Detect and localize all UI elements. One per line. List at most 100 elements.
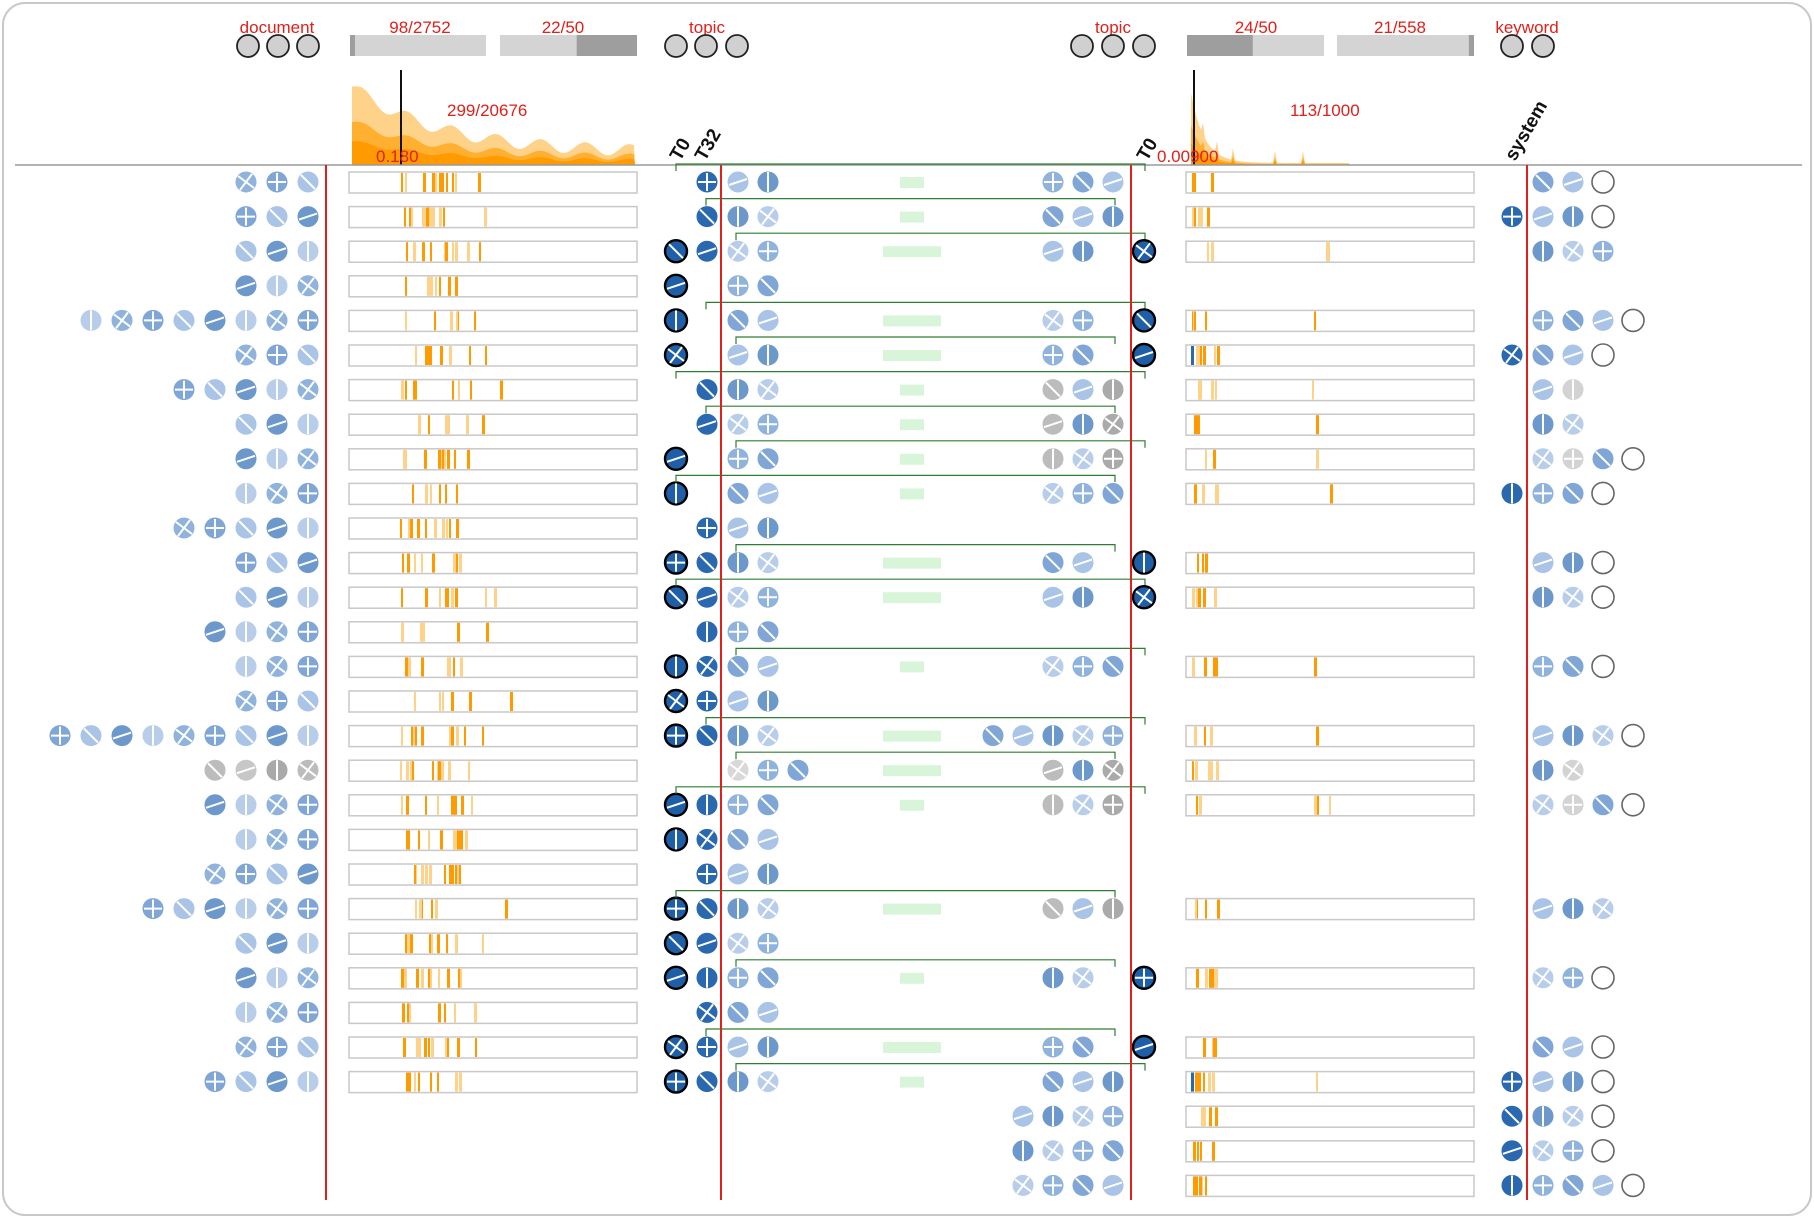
document-glyph[interactable] bbox=[234, 239, 258, 263]
keyword-glyph[interactable] bbox=[1531, 758, 1555, 782]
document-glyph[interactable] bbox=[265, 1070, 289, 1094]
document-glyph[interactable] bbox=[265, 1000, 289, 1024]
document-glyph[interactable] bbox=[172, 516, 196, 540]
topic-glyph[interactable] bbox=[726, 585, 750, 609]
system-glyph[interactable] bbox=[1500, 1173, 1524, 1197]
right-topic-glyph[interactable] bbox=[1071, 170, 1095, 194]
document-glyph[interactable] bbox=[203, 1070, 227, 1094]
right-topic-glyph[interactable] bbox=[1041, 447, 1065, 471]
document-glyph[interactable] bbox=[296, 1070, 320, 1094]
table-row[interactable] bbox=[234, 647, 1615, 679]
document-glyph[interactable] bbox=[296, 343, 320, 367]
topic-t32-glyph[interactable] bbox=[695, 931, 719, 955]
keyword-glyph[interactable] bbox=[1561, 1104, 1585, 1128]
keyword-glyph[interactable] bbox=[1531, 447, 1555, 471]
table-row[interactable] bbox=[79, 301, 1645, 333]
topic-glyph[interactable] bbox=[756, 827, 780, 851]
topic-glyph[interactable] bbox=[756, 308, 780, 332]
topic-glyph[interactable] bbox=[786, 758, 810, 782]
topic-glyph[interactable] bbox=[756, 551, 780, 575]
keyword-glyph[interactable] bbox=[1591, 239, 1615, 263]
document-glyph[interactable] bbox=[265, 170, 289, 194]
document-glyph[interactable] bbox=[234, 897, 258, 921]
topic-t32-glyph[interactable] bbox=[695, 724, 719, 748]
topic-glyph[interactable] bbox=[756, 689, 780, 713]
document-glyph[interactable] bbox=[296, 793, 320, 817]
document-strip[interactable] bbox=[348, 551, 638, 575]
right-topic-glyph[interactable] bbox=[1131, 1034, 1157, 1060]
right-topic-glyph[interactable] bbox=[1011, 1139, 1035, 1163]
topic-glyph[interactable] bbox=[726, 1070, 750, 1094]
document-glyph[interactable] bbox=[79, 724, 103, 748]
right-topic-glyph[interactable] bbox=[1011, 1104, 1035, 1128]
document-glyph[interactable] bbox=[265, 516, 289, 540]
topic-t0-glyph[interactable] bbox=[663, 654, 689, 679]
document-glyph[interactable] bbox=[203, 724, 227, 748]
kw-topic-bar[interactable] bbox=[1187, 35, 1324, 56]
document-glyph[interactable] bbox=[296, 827, 320, 851]
document-glyph[interactable] bbox=[296, 170, 320, 194]
document-glyph[interactable] bbox=[296, 274, 320, 298]
right-topic-glyph[interactable] bbox=[1131, 550, 1157, 575]
keyword-glyph[interactable] bbox=[1531, 1070, 1555, 1094]
topic-t32-glyph[interactable] bbox=[695, 170, 719, 194]
topic-glyph[interactable] bbox=[726, 274, 750, 298]
document-strip[interactable] bbox=[348, 309, 638, 333]
document-glyph[interactable] bbox=[234, 793, 258, 817]
right-topic-glyph[interactable] bbox=[1071, 724, 1095, 748]
right-topic-glyph[interactable] bbox=[1071, 481, 1095, 505]
keyword-glyph[interactable] bbox=[1531, 1173, 1555, 1197]
document-glyph[interactable] bbox=[265, 343, 289, 367]
right-topic-glyph[interactable] bbox=[981, 724, 1005, 748]
document-strip[interactable] bbox=[348, 724, 638, 748]
topic-glyph[interactable] bbox=[726, 516, 750, 540]
topic-left-filter-circle[interactable] bbox=[694, 34, 718, 58]
topic-glyph[interactable] bbox=[726, 343, 750, 367]
right-topic-glyph[interactable] bbox=[1071, 654, 1095, 678]
right-topic-glyph[interactable] bbox=[1071, 378, 1095, 402]
document-glyph[interactable] bbox=[296, 239, 320, 263]
topic-glyph[interactable] bbox=[726, 620, 750, 644]
keyword-strip[interactable] bbox=[1185, 1140, 1475, 1163]
keyword-glyph[interactable] bbox=[1531, 551, 1555, 575]
keyword-strip[interactable] bbox=[1185, 1070, 1475, 1094]
right-topic-glyph[interactable] bbox=[1071, 758, 1095, 782]
right-topic-glyph[interactable] bbox=[1101, 412, 1125, 436]
right-topic-glyph[interactable] bbox=[1071, 1139, 1095, 1163]
table-row[interactable] bbox=[234, 1028, 1615, 1060]
keyword-glyph[interactable] bbox=[1591, 724, 1615, 748]
keyword-glyph[interactable] bbox=[1591, 447, 1615, 471]
topic-glyph[interactable] bbox=[756, 343, 780, 367]
document-glyph[interactable] bbox=[296, 551, 320, 575]
keyword-strip[interactable] bbox=[1185, 586, 1475, 609]
table-row[interactable] bbox=[234, 1000, 780, 1025]
topic-glyph[interactable] bbox=[756, 412, 780, 436]
topic-t32-glyph[interactable] bbox=[695, 205, 719, 229]
doc-count-bar-track[interactable] bbox=[350, 35, 486, 56]
topic-glyph[interactable] bbox=[726, 170, 750, 194]
document-glyph[interactable] bbox=[234, 585, 258, 609]
table-row[interactable] bbox=[203, 1063, 1615, 1094]
keyword-glyph[interactable] bbox=[1591, 1173, 1615, 1197]
topic-t32-glyph[interactable] bbox=[695, 1000, 719, 1024]
document-glyph[interactable] bbox=[265, 378, 289, 402]
document-glyph[interactable] bbox=[203, 308, 227, 332]
document-glyph[interactable] bbox=[296, 1035, 320, 1059]
document-glyph[interactable] bbox=[234, 724, 258, 748]
topic-t0-glyph[interactable] bbox=[663, 273, 689, 298]
table-row[interactable] bbox=[234, 688, 780, 714]
keyword-glyph[interactable] bbox=[1561, 585, 1585, 609]
kw-count-bar[interactable] bbox=[1337, 35, 1474, 56]
topic-t32-glyph[interactable] bbox=[695, 689, 719, 713]
right-topic-glyph[interactable] bbox=[1041, 793, 1065, 817]
topic-t32-glyph[interactable] bbox=[695, 897, 719, 921]
document-glyph[interactable] bbox=[265, 585, 289, 609]
keyword-glyph[interactable] bbox=[1531, 1139, 1555, 1163]
topic-t32-glyph[interactable] bbox=[695, 862, 719, 886]
keyword-glyph[interactable] bbox=[1591, 897, 1615, 921]
right-topic-glyph[interactable] bbox=[1071, 1104, 1095, 1128]
table-row[interactable] bbox=[234, 405, 1585, 436]
topic-t0-glyph[interactable] bbox=[663, 238, 689, 264]
keyword-glyph[interactable] bbox=[1561, 793, 1585, 817]
keyword-empty-slot[interactable] bbox=[1591, 585, 1615, 610]
